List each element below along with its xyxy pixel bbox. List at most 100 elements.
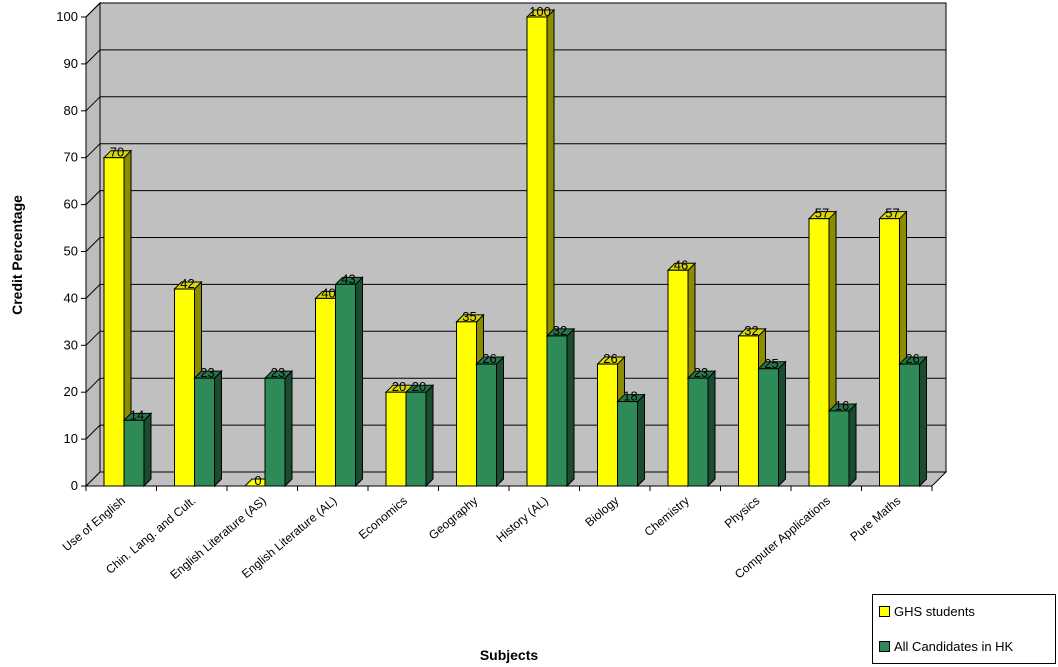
legend-swatch-hk <box>879 641 890 652</box>
bar-side <box>496 355 504 488</box>
bar-front <box>808 218 830 487</box>
data-label: 0 <box>254 473 261 488</box>
bar-front <box>546 335 568 487</box>
bar-side <box>637 393 645 488</box>
bar-front <box>738 335 759 487</box>
bar-ghs <box>525 8 556 488</box>
bar-front <box>758 368 779 487</box>
bar-front <box>335 283 356 487</box>
bar-front <box>405 391 427 487</box>
bar-front <box>315 297 336 487</box>
data-label: 70 <box>110 145 124 160</box>
bar-front <box>828 410 850 487</box>
gridline-side <box>85 284 101 299</box>
data-label: 26 <box>905 351 919 366</box>
bar-hk <box>616 393 646 488</box>
bar-front <box>879 218 900 487</box>
data-label: 18 <box>623 389 637 404</box>
bar-side <box>707 369 716 488</box>
bar-front <box>123 419 145 487</box>
bar-hk <box>898 355 928 488</box>
x-tick-label: History (AL) <box>493 494 551 545</box>
legend-label-hk: All Candidates in HK <box>894 639 1014 654</box>
gridline-side <box>85 143 101 159</box>
y-tick-label: 90 <box>64 56 78 71</box>
x-tick-label: Use of English <box>60 494 128 554</box>
x-tick-label: Pure Maths <box>847 494 903 544</box>
gridline-side <box>85 424 101 440</box>
bar-side <box>284 369 293 488</box>
data-label: 26 <box>603 351 617 366</box>
bar-front <box>385 391 407 487</box>
gridline-side <box>85 377 101 393</box>
y-tick-label: 60 <box>64 197 78 212</box>
legend-item-hk: All Candidates in HK <box>879 639 1013 654</box>
data-label: 16 <box>835 398 849 413</box>
data-label: 20 <box>412 379 426 394</box>
x-tick-label: Geography <box>426 494 480 543</box>
bar-hk <box>334 276 364 488</box>
data-label: 23 <box>694 365 708 380</box>
bar-front <box>103 157 125 487</box>
data-label: 42 <box>180 276 194 291</box>
legend-item-ghs: GHS students <box>879 604 975 619</box>
bar-front <box>899 363 920 487</box>
gridline-side <box>85 237 101 252</box>
x-tick-label: Economics <box>356 494 410 542</box>
bar-hk <box>757 360 787 488</box>
data-label: 40 <box>321 285 335 300</box>
y-axis-title: Credit Percentage <box>9 195 25 315</box>
data-label: 57 <box>885 206 899 221</box>
legend-label-ghs: GHS students <box>894 604 975 619</box>
bar-side <box>778 360 786 488</box>
y-tick-label: 10 <box>64 431 78 446</box>
legend-swatch-ghs <box>879 606 890 617</box>
y-tick-label: 80 <box>64 103 78 118</box>
bar-ghs <box>102 149 133 488</box>
data-label: 14 <box>130 407 144 422</box>
bar-side <box>143 412 152 488</box>
bar-front <box>617 401 638 487</box>
bar-hk <box>545 327 576 488</box>
data-label: 23 <box>271 365 285 380</box>
bar-front <box>194 377 215 487</box>
legend: GHS students All Candidates in HK <box>872 594 1056 664</box>
bar-side <box>425 383 434 488</box>
data-label: 57 <box>815 206 829 221</box>
data-label: 35 <box>462 309 476 324</box>
gridline-side <box>85 2 101 18</box>
gridline-side <box>85 96 101 112</box>
data-label: 46 <box>674 257 688 272</box>
data-label: 100 <box>529 4 551 19</box>
y-tick-label: 30 <box>64 337 78 352</box>
y-tick-label: 70 <box>64 150 78 165</box>
x-tick-label: Physics <box>722 494 763 531</box>
bar-front <box>174 288 195 487</box>
data-label: 43 <box>341 271 355 286</box>
x-axis-title: Subjects <box>480 647 539 663</box>
bar-front <box>687 377 709 487</box>
gridline-side <box>85 190 101 205</box>
data-label: 32 <box>744 323 758 338</box>
x-tick-label: Chemistry <box>642 494 692 539</box>
y-tick-label: 0 <box>71 478 78 493</box>
data-label: 26 <box>482 351 496 366</box>
bar-front <box>597 363 618 487</box>
bar-front <box>476 363 497 487</box>
y-tick-label: 40 <box>64 290 78 305</box>
bar-side <box>355 276 363 488</box>
bar-hk <box>475 355 505 488</box>
bar-side <box>848 402 857 488</box>
data-label: 25 <box>764 356 778 371</box>
bar-hk <box>193 369 223 488</box>
bar-hk <box>122 412 153 488</box>
data-label: 20 <box>392 379 406 394</box>
data-label: 23 <box>200 365 214 380</box>
bar-front <box>264 377 286 487</box>
data-label: 32 <box>553 323 567 338</box>
bar-side <box>566 327 575 488</box>
y-tick-label: 20 <box>64 384 78 399</box>
bar-front <box>526 16 548 487</box>
y-tick-label: 100 <box>56 9 78 24</box>
